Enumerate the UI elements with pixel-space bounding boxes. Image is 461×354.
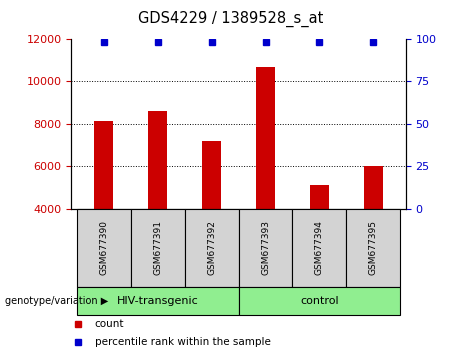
Bar (185, 209, 239, 287)
Bar (202, 141, 221, 209)
Bar (239, 287, 400, 315)
Text: GSM677395: GSM677395 (369, 220, 378, 275)
Text: GSM677390: GSM677390 (99, 220, 108, 275)
Text: genotype/variation ▶: genotype/variation ▶ (5, 296, 108, 306)
Text: GSM677394: GSM677394 (315, 220, 324, 275)
Text: GDS4229 / 1389528_s_at: GDS4229 / 1389528_s_at (138, 11, 323, 27)
Text: control: control (300, 296, 339, 306)
Text: GSM677392: GSM677392 (207, 220, 216, 275)
Bar (95, 121, 113, 209)
Bar (364, 166, 383, 209)
Text: GSM677393: GSM677393 (261, 220, 270, 275)
Bar (346, 209, 400, 287)
Bar (77, 287, 239, 315)
Bar (310, 185, 329, 209)
Bar (148, 111, 167, 209)
Text: HIV-transgenic: HIV-transgenic (117, 296, 199, 306)
Text: GSM677391: GSM677391 (153, 220, 162, 275)
Bar (292, 209, 346, 287)
Bar (239, 209, 292, 287)
Text: count: count (95, 319, 124, 329)
Bar (77, 209, 131, 287)
Bar (131, 209, 185, 287)
Text: percentile rank within the sample: percentile rank within the sample (95, 337, 271, 347)
Bar (256, 67, 275, 209)
